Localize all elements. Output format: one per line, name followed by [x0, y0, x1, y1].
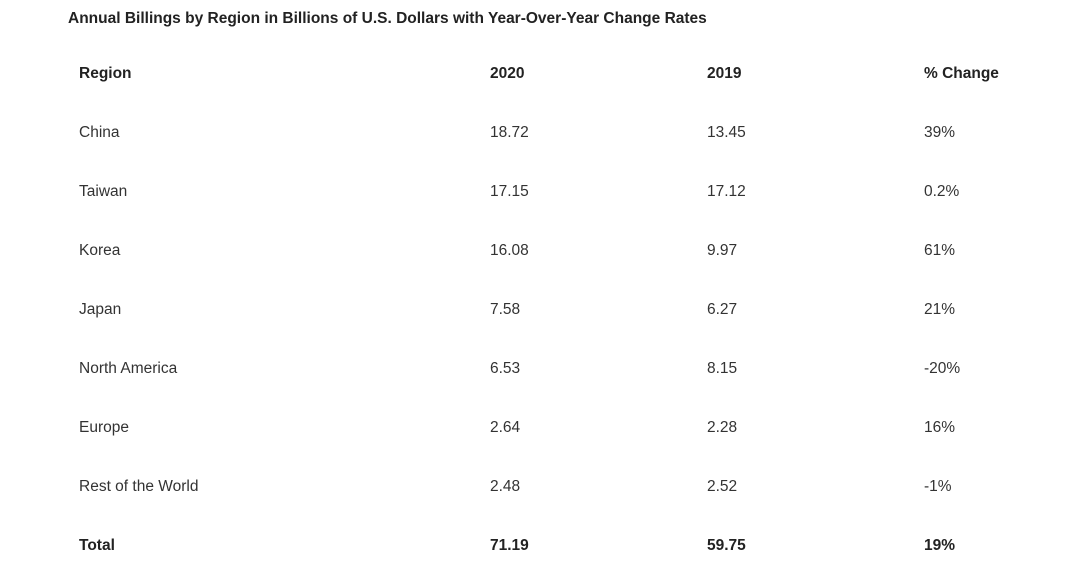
table-row: North America 6.53 8.15 -20%: [0, 339, 1080, 398]
cell-2019: 17.12: [707, 183, 746, 200]
cell-2019: 13.45: [707, 124, 746, 141]
cell-percent-change: -20%: [924, 360, 961, 377]
cell-2020: 6.53: [490, 360, 521, 377]
header-region: Region: [79, 65, 132, 82]
cell-2019: 2.28: [707, 419, 738, 436]
cell-region: Taiwan: [79, 183, 128, 200]
cell-region: North America: [79, 360, 178, 377]
cell-percent-change: 61%: [924, 242, 956, 259]
header-2019: 2019: [707, 65, 742, 82]
table-row: Korea 16.08 9.97 61%: [0, 221, 1080, 280]
cell-percent-change: 0.2%: [924, 183, 960, 200]
cell-region: China: [79, 124, 120, 141]
cell-2019: 8.15: [707, 360, 738, 377]
cell-2020: 7.58: [490, 301, 521, 318]
table-row: Europe 2.64 2.28 16%: [0, 398, 1080, 457]
header-2020: 2020: [490, 65, 525, 82]
table-row: China 18.72 13.45 39%: [0, 103, 1080, 162]
cell-2020: 17.15: [490, 183, 529, 200]
cell-2019: 6.27: [707, 301, 738, 318]
cell-2020: 18.72: [490, 124, 529, 141]
table-total-row: Total 71.19 59.75 19%: [0, 516, 1080, 575]
cell-percent-change: 16%: [924, 419, 956, 436]
cell-2019: 2.52: [707, 478, 738, 495]
table-row: Japan 7.58 6.27 21%: [0, 280, 1080, 339]
cell-region: Japan: [79, 301, 122, 318]
cell-percent-change: 21%: [924, 301, 956, 318]
cell-2019: 9.97: [707, 242, 738, 259]
cell-region: Europe: [79, 419, 129, 436]
header-percent-change: % Change: [924, 65, 999, 82]
cell-region: Korea: [79, 242, 121, 259]
cell-percent-change: 39%: [924, 124, 956, 141]
cell-2020: 16.08: [490, 242, 529, 259]
table-title: Annual Billings by Region in Billions of…: [68, 10, 707, 27]
total-percent-change: 19%: [924, 537, 956, 554]
cell-2020: 2.48: [490, 478, 521, 495]
total-2019: 59.75: [707, 537, 746, 554]
cell-region: Rest of the World: [79, 478, 199, 495]
table-row: Rest of the World 2.48 2.52 -1%: [0, 457, 1080, 516]
cell-2020: 2.64: [490, 419, 521, 436]
billings-table: Region 2020 2019 % Change China 18.72 13…: [0, 44, 1080, 575]
total-label: Total: [79, 537, 115, 554]
table-row: Taiwan 17.15 17.12 0.2%: [0, 162, 1080, 221]
table-header-row: Region 2020 2019 % Change: [0, 44, 1080, 103]
cell-percent-change: -1%: [924, 478, 952, 495]
total-2020: 71.19: [490, 537, 529, 554]
